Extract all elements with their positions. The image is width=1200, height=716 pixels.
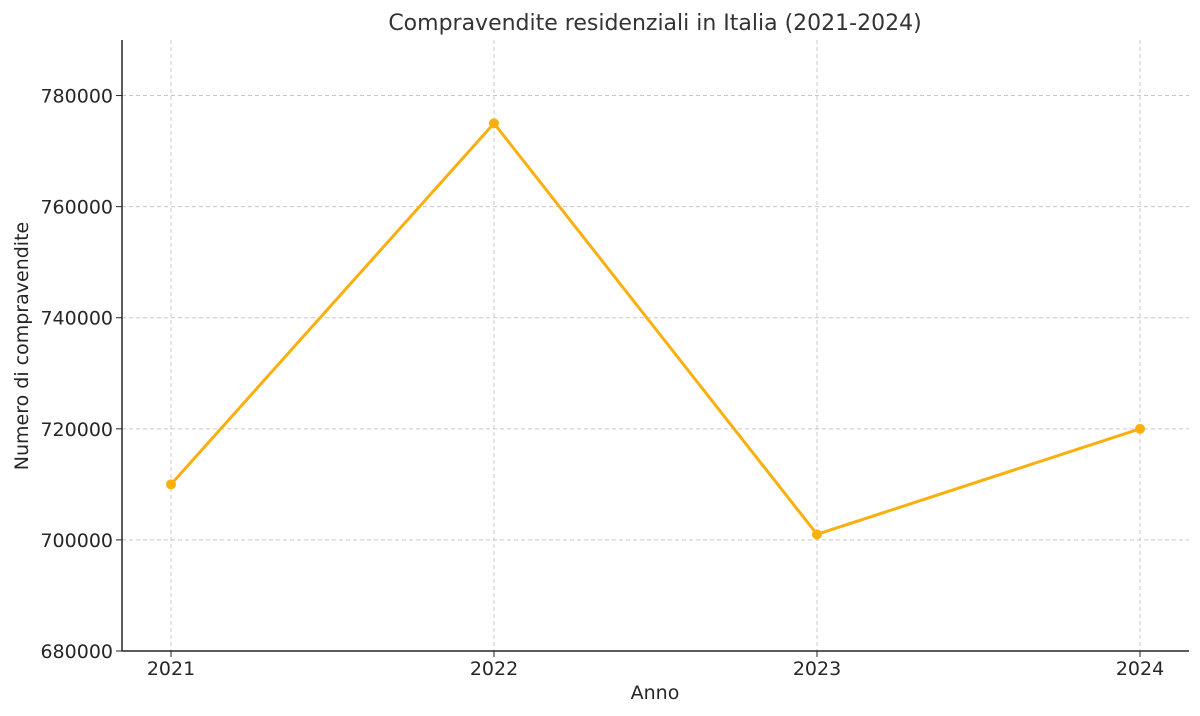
x-axis-label: Anno bbox=[631, 682, 680, 704]
y-tick-label: 760000 bbox=[40, 197, 113, 219]
series-layer bbox=[166, 118, 1145, 540]
x-tick-label: 2021 bbox=[147, 658, 195, 680]
data-point bbox=[1135, 423, 1145, 434]
data-point bbox=[489, 118, 499, 129]
y-tick-label: 700000 bbox=[40, 530, 113, 552]
y-tick-label: 780000 bbox=[40, 86, 113, 108]
series-line bbox=[169, 121, 1141, 536]
x-tick-label: 2022 bbox=[470, 658, 518, 680]
x-tick-label: 2024 bbox=[1116, 658, 1164, 680]
axes-spines bbox=[121, 40, 1189, 652]
data-point bbox=[812, 529, 822, 540]
x-tick-label: 2023 bbox=[793, 658, 841, 680]
y-tick-label: 680000 bbox=[40, 641, 113, 663]
chart-title: Compravendite residenziali in Italia (20… bbox=[388, 11, 921, 36]
data-point bbox=[166, 479, 176, 490]
grid-layer bbox=[122, 40, 1189, 651]
tick-layer: 680000 700000 720000 740000 760000 780000 2021… bbox=[40, 86, 1164, 680]
y-tick-label: 720000 bbox=[40, 419, 113, 441]
y-axis-label: Numero di compravendite bbox=[11, 222, 33, 470]
y-tick-label: 740000 bbox=[40, 308, 113, 330]
